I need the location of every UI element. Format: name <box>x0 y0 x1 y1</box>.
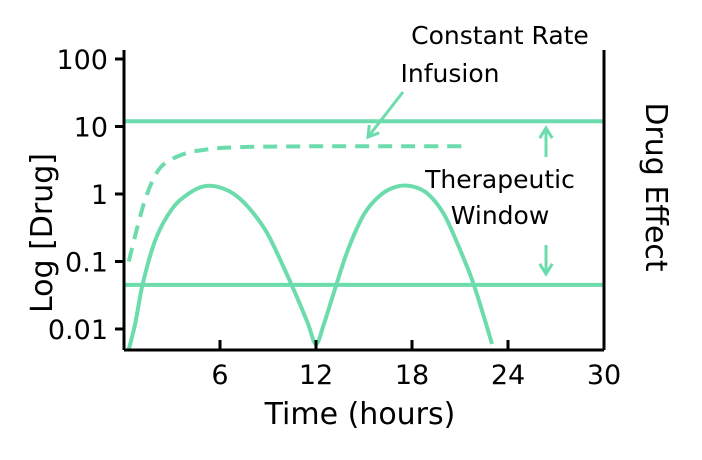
tick-labels: 100 10 1 0.1 0.01 6 12 18 24 30 <box>48 45 621 391</box>
annotation-arrows <box>366 91 554 277</box>
y-tick-label: 0.01 <box>48 315 108 346</box>
annotation-infusion-line1: Constant Rate <box>411 21 589 50</box>
y-axis-title: Log [Drug] <box>25 153 60 313</box>
axes <box>115 50 606 352</box>
window-upper-arrow <box>538 125 554 157</box>
x-tick-label: 6 <box>211 360 228 391</box>
y-tick-label: 0.1 <box>65 248 108 279</box>
x-tick-label: 24 <box>491 360 525 391</box>
annotation-window-line2: Window <box>451 201 550 230</box>
y-tick-label: 10 <box>74 113 108 144</box>
window-lower-arrow <box>538 245 554 277</box>
x-tick-label: 30 <box>587 360 621 391</box>
x-axis-title: Time (hours) <box>264 397 456 432</box>
right-axis-title: Drug Effect <box>638 102 673 272</box>
series-layer <box>124 119 604 350</box>
x-tick-label: 12 <box>299 360 333 391</box>
infusion-pointer-arrow <box>366 91 405 140</box>
annotation-window-line1: Therapeutic <box>424 165 575 194</box>
annotation-infusion-line2: Infusion <box>401 59 500 88</box>
x-tick-label: 18 <box>395 360 429 391</box>
series-line-2 <box>126 183 494 350</box>
series-line-1 <box>126 144 468 262</box>
y-tick-label: 100 <box>56 45 108 76</box>
y-tick-label: 1 <box>91 180 108 211</box>
